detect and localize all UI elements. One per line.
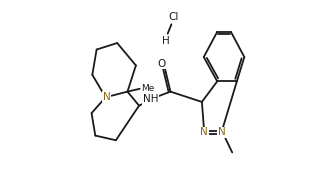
Text: N: N [103, 92, 111, 102]
Text: H: H [162, 36, 170, 46]
Text: O: O [157, 59, 166, 69]
Text: NH: NH [142, 94, 158, 104]
Text: N: N [200, 127, 208, 137]
Text: Cl: Cl [168, 12, 178, 22]
Text: N: N [218, 127, 226, 137]
Text: Me: Me [141, 84, 154, 93]
